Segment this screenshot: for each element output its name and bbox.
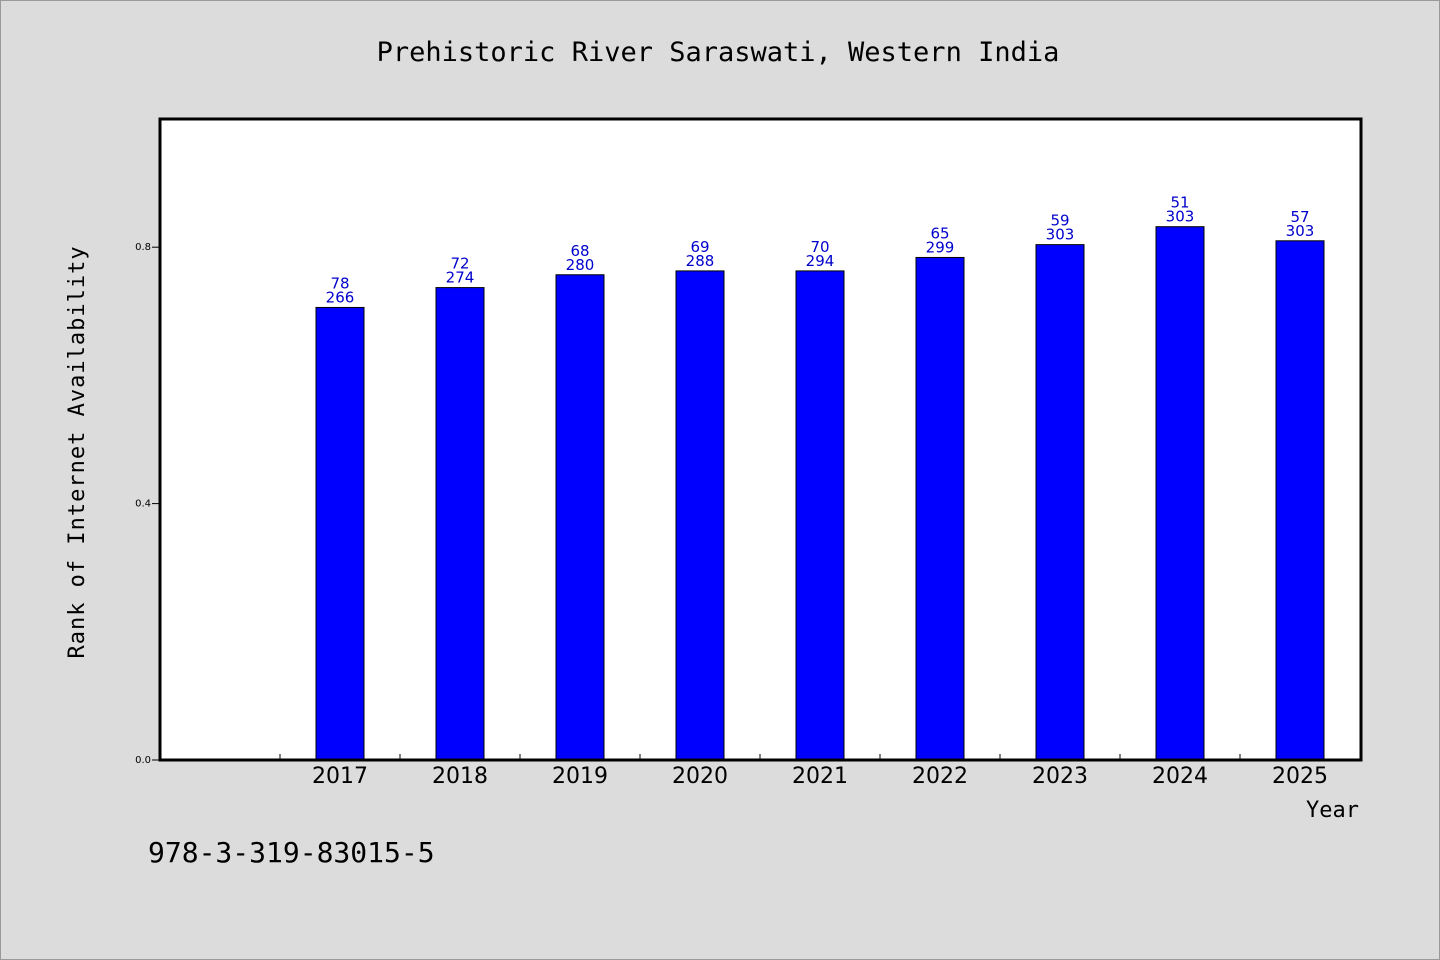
plot-border [158,117,1363,762]
x-tick-label-2025: 2025 [1272,764,1328,789]
data-label-bottom-2023: 303 [1046,226,1075,244]
x-tick-label-2022: 2022 [912,764,968,789]
y-axis-label: Rank of Internet Availability [65,245,90,658]
data-label-bottom-2018: 274 [446,269,475,287]
data-label-top-2022: 65 [930,224,949,242]
data-label-bottom-2024: 303 [1166,208,1195,226]
x-tick-label-2020: 2020 [672,764,728,789]
data-label-top-2024: 51 [1170,194,1189,212]
data-label-top-2020: 69 [690,238,709,256]
data-label-top-2017: 78 [330,274,349,292]
data-label-top-2021: 70 [810,238,829,256]
bar-2018 [435,287,485,761]
bar-2021 [795,270,845,761]
x-tick-label-2021: 2021 [792,764,848,789]
chart-title: Prehistoric River Saraswati, Western Ind… [377,37,1060,68]
data-label-top-2018: 72 [450,255,469,273]
x-axis-label: Year [1306,798,1359,823]
x-tick-label-2019: 2019 [552,764,608,789]
y-tick-label: 0.4 [135,499,151,510]
bar-2019 [555,274,605,761]
bars-group [315,226,1325,761]
data-label-top-2023: 59 [1050,212,1069,230]
data-label-bottom-2022: 299 [926,238,955,256]
data-label-bottom-2021: 294 [806,252,835,270]
data-label-top-2025: 57 [1290,208,1309,226]
x-tick-label-2023: 2023 [1032,764,1088,789]
axis-ticks: 0.0 0.4 0.8 2017 2018 2019 2020 2021 2022 2023 202… [135,242,1361,789]
x-tick-label-2024: 2024 [1152,764,1208,789]
bar-2020 [675,270,725,761]
x-tick-label-2017: 2017 [312,764,368,789]
bar-2024 [1155,226,1205,761]
y-tick-label: 0.0 [135,755,151,766]
y-tick-label: 0.8 [135,242,151,253]
data-label-bottom-2025: 303 [1286,222,1315,240]
bar-2022 [915,256,965,761]
bar-2017 [315,306,365,761]
bar-2023 [1035,244,1085,761]
bar-2025 [1275,240,1325,761]
data-label-bottom-2020: 288 [686,252,715,270]
data-label-bottom-2019: 280 [566,256,595,274]
isbn-text: 978-3-319-83015-5 [148,836,435,869]
data-label-top-2019: 68 [570,242,589,260]
x-tick-label-2018: 2018 [432,764,488,789]
data-label-bottom-2017: 266 [326,288,355,306]
